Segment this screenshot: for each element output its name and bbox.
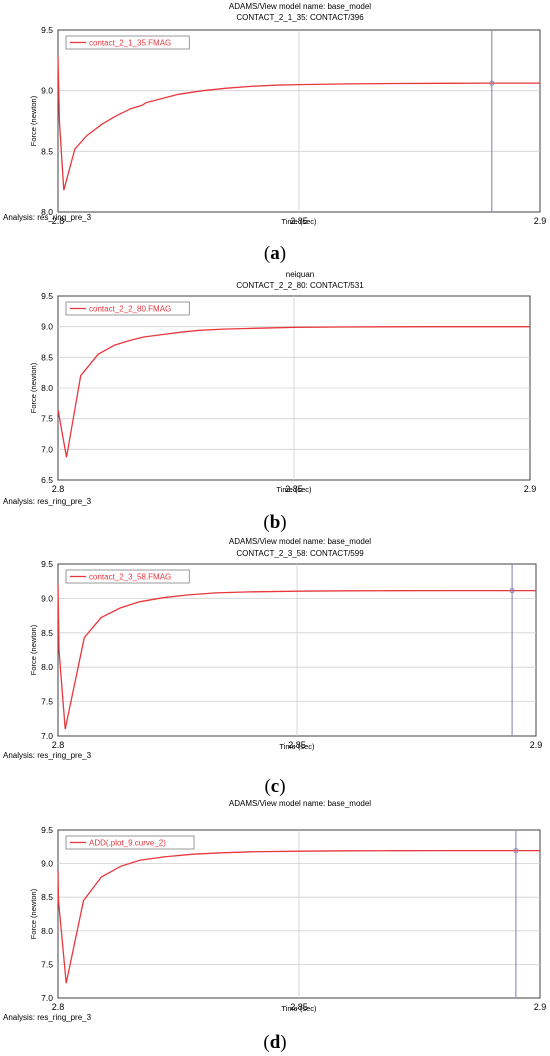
analysis-label: Analysis: res_ring_pre_3 — [3, 213, 92, 222]
y-tick-label: 8.0 — [41, 662, 53, 672]
x-axis-label: Time (sec) — [281, 217, 317, 226]
x-axis-label: Time (sec) — [276, 485, 312, 494]
x-axis-label: Time (sec) — [281, 1004, 317, 1013]
chart-panel-c: ADAMS/View model name: base_model CONTACT… — [0, 536, 550, 798]
x-tick-label: 2.85 — [285, 484, 303, 494]
caption-c-letter: c — [270, 776, 280, 797]
chart-title: ADAMS/View model name: base_model — [229, 2, 371, 11]
caption-b: (b) — [263, 512, 287, 533]
analysis-label: Analysis: res_ring_pre_3 — [3, 751, 92, 760]
analysis-label: Analysis: res_ring_pre_3 — [3, 497, 92, 506]
analysis-label: Analysis: res_ring_pre_3 — [3, 1013, 92, 1022]
y-axis-label: Force (newton) — [29, 624, 38, 675]
legend-box — [65, 35, 190, 50]
y-tick-label: 7.0 — [41, 444, 53, 454]
y-tick-label: 8.0 — [41, 207, 53, 217]
y-tick-label: 8.0 — [41, 926, 53, 936]
chart-d: ADAMS/View model name: base_model 7.0 7.5 8… — [3, 799, 547, 1022]
y-tick-label: 7.5 — [41, 697, 53, 707]
caption-d-letter: d — [269, 1032, 281, 1053]
y-tick-label: 8.5 — [41, 628, 53, 638]
y-axis-label: Force (newton) — [29, 362, 38, 413]
x-tick-label: 2.9 — [530, 740, 543, 750]
chart-subtitle: CONTACT_2_1_35: CONTACT/396 — [236, 13, 364, 22]
chart-panel-a: ADAMS/View model name: base_model CONTACT… — [0, 0, 550, 264]
y-tick-label: 9.5 — [41, 559, 53, 569]
chart-panel-d: ADAMS/View model name: base_model 7.0 7.5 8… — [0, 798, 550, 1056]
x-tick-label: 2.85 — [288, 740, 306, 750]
caption-b-letter: b — [269, 512, 281, 533]
legend-label: contact_2_1_35.FMAG — [89, 39, 171, 48]
series-line — [57, 56, 540, 191]
chart-title: neiquan — [286, 270, 314, 279]
x-tick-label: 2.8 — [52, 484, 65, 494]
legend-label: ADD(.plot_9.curve_2) — [89, 839, 166, 848]
y-tick-label: 6.5 — [41, 475, 53, 485]
caption-a: (a) — [263, 243, 287, 264]
x-tick-label: 2.9 — [534, 216, 547, 226]
y-tick-label: 9.5 — [41, 825, 53, 835]
y-tick-label: 7.5 — [41, 414, 53, 424]
y-tick-label: 9.0 — [41, 322, 53, 332]
y-axis-label: Force (newton) — [29, 888, 38, 939]
series-line — [57, 326, 530, 458]
x-tick-label: 2.8 — [52, 216, 65, 226]
cursor-marker — [509, 587, 515, 594]
chart-b: neiquan CONTACT_2_2_80: CONTACT/531 6.5 7.0… — [3, 270, 537, 506]
x-tick-label: 2.9 — [534, 1002, 547, 1012]
caption-a-letter: a — [270, 243, 280, 264]
y-tick-label: 7.5 — [41, 959, 53, 969]
x-tick-label: 2.8 — [52, 1002, 65, 1012]
x-tick-label: 2.8 — [52, 740, 65, 750]
legend-box — [65, 569, 190, 584]
x-tick-label: 2.85 — [290, 1002, 308, 1012]
chart-title: ADAMS/View model name: base_model — [229, 799, 371, 808]
y-tick-label: 8.0 — [41, 383, 53, 393]
chart-subtitle: CONTACT_2_3_58: CONTACT/599 — [236, 549, 364, 558]
chart-a: ADAMS/View model name: base_model CONTACT… — [3, 2, 547, 226]
y-tick-label: 8.5 — [41, 146, 53, 156]
chart-subtitle: CONTACT_2_2_80: CONTACT/531 — [236, 281, 364, 290]
caption-d: (d) — [263, 1032, 287, 1053]
cursor-marker — [489, 80, 495, 86]
caption-c: (c) — [264, 776, 286, 797]
chart-c: ADAMS/View model name: base_model CONTACT… — [3, 537, 543, 760]
series-line — [57, 584, 536, 730]
x-tick-label: 2.85 — [290, 216, 308, 226]
y-tick-label: 8.5 — [41, 892, 53, 902]
y-tick-label: 7.0 — [41, 993, 53, 1003]
legend-label: contact_2_3_58.FMAG — [89, 573, 171, 582]
legend-box — [65, 301, 190, 316]
legend-label: contact_2_2_80.FMAG — [89, 305, 171, 314]
y-tick-label: 9.5 — [41, 25, 53, 35]
y-tick-label: 8.5 — [41, 352, 53, 362]
x-axis-label: Time (sec) — [279, 742, 315, 751]
y-tick-label: 9.5 — [41, 291, 53, 301]
y-tick-label: 7.0 — [41, 731, 53, 741]
x-tick-label: 2.9 — [524, 484, 537, 494]
chart-panel-b: neiquan CONTACT_2_2_80: CONTACT/531 6.5 7.0… — [0, 268, 550, 536]
y-tick-label: 9.0 — [41, 859, 53, 869]
y-axis-label: Force (newton) — [29, 95, 38, 146]
y-tick-label: 9.0 — [41, 593, 53, 603]
series-line — [57, 849, 540, 984]
legend-box — [65, 835, 195, 850]
cursor-marker — [513, 847, 519, 854]
y-tick-label: 9.0 — [41, 86, 53, 96]
chart-title: ADAMS/View model name: base_model — [229, 537, 371, 546]
